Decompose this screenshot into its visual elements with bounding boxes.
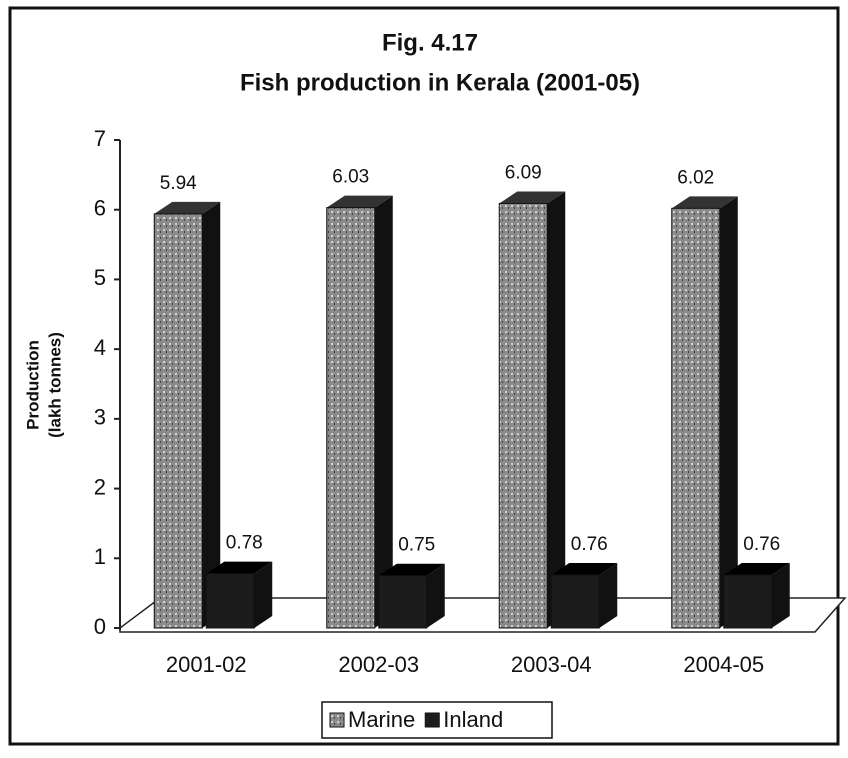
value-label: 6.03 (332, 167, 369, 188)
bar-side (202, 201, 221, 628)
bar-top (154, 201, 221, 214)
x-tick-label: 2004-05 (683, 652, 764, 677)
bar-top (551, 563, 618, 576)
y-tick-label: 0 (94, 614, 106, 639)
bar (326, 207, 376, 629)
bar (153, 213, 203, 629)
frame (8, 6, 840, 746)
bar-top (326, 195, 393, 208)
bar (723, 574, 773, 629)
bar-top (499, 191, 566, 204)
y-axis-label: Production (23, 340, 42, 430)
bar-side (547, 191, 566, 628)
x-tick-label: 2003-04 (511, 652, 592, 677)
value-label: 6.02 (677, 167, 714, 188)
bar (205, 573, 255, 629)
y-tick-label: 7 (94, 126, 106, 151)
chart-title: Fig. 4.17 (382, 29, 478, 56)
legend-swatch (329, 712, 345, 728)
bar (550, 574, 600, 629)
bar-side (599, 563, 618, 628)
bar (378, 575, 428, 629)
value-label: 5.94 (160, 173, 197, 194)
y-tick-label: 1 (94, 544, 106, 569)
bar (498, 202, 548, 629)
value-label: 6.09 (505, 162, 542, 183)
x-tick-label: 2002-03 (338, 652, 419, 677)
value-label: 0.76 (571, 534, 608, 555)
bar-top (723, 563, 790, 576)
value-label: 0.76 (743, 534, 780, 555)
legend-label: Marine (348, 707, 415, 732)
bar-top (671, 196, 738, 209)
chart-subtitle: Fish production in Kerala (2001-05) (240, 69, 640, 96)
floor (119, 597, 847, 633)
bar-top (206, 561, 273, 574)
y-tick-label: 4 (94, 335, 106, 360)
x-tick-label: 2001-02 (166, 652, 247, 677)
value-label: 0.75 (398, 535, 435, 556)
legend-swatch (424, 712, 440, 728)
bar-side (374, 195, 393, 628)
bar (671, 207, 721, 629)
bar-side (254, 561, 273, 628)
y-tick-label: 2 (94, 474, 106, 499)
bar-side (771, 563, 790, 628)
y-tick-label: 6 (94, 196, 106, 221)
bar-side (426, 563, 445, 628)
bar-top (378, 563, 445, 576)
bar-side (719, 196, 738, 628)
legend-label: Inland (443, 707, 503, 732)
y-tick-label: 3 (94, 405, 106, 430)
value-label: 0.78 (226, 533, 263, 554)
y-axis-label: (lakh tonnes) (45, 332, 64, 438)
y-tick-label: 5 (94, 265, 106, 290)
